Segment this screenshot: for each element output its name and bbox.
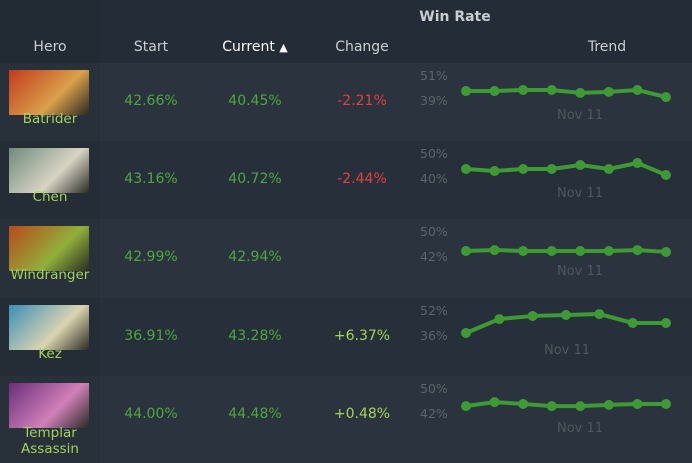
trend-point[interactable]	[461, 246, 471, 256]
trend-sparkline	[461, 397, 671, 412]
current-value: 43.28%	[228, 328, 282, 344]
trend-point[interactable]	[603, 246, 614, 256]
trend-min-label: 36%	[420, 328, 448, 343]
hero-name[interactable]: Kez	[38, 346, 62, 362]
hero-column-header[interactable]: Hero	[33, 39, 67, 55]
hero-name[interactable]: Chen	[32, 189, 68, 205]
change-value: -2.21%	[337, 93, 387, 109]
trend-sparkline	[461, 245, 671, 257]
trend-point[interactable]	[489, 86, 500, 97]
hero-portrait[interactable]	[9, 305, 89, 350]
trend-point[interactable]	[661, 246, 671, 257]
trend-point[interactable]	[461, 401, 471, 412]
current-value: 44.48%	[228, 406, 282, 422]
trend-point[interactable]	[489, 166, 500, 176]
hero-portrait[interactable]	[9, 226, 89, 271]
start-value: 36.91%	[124, 328, 178, 344]
hero-portrait[interactable]	[9, 383, 89, 428]
trend-point[interactable]	[603, 164, 614, 174]
hero-portrait[interactable]	[9, 70, 89, 115]
trend-point[interactable]	[632, 85, 643, 95]
trend-point[interactable]	[489, 245, 500, 256]
trend-date-label: Nov 11	[557, 108, 604, 123]
trend-point[interactable]	[575, 160, 586, 170]
trend-point[interactable]	[661, 170, 671, 180]
trend-point[interactable]	[661, 317, 671, 328]
trend-min-label: 40%	[420, 171, 448, 186]
trend-date-label: Nov 11	[557, 421, 604, 436]
trend-point[interactable]	[661, 92, 671, 103]
trend-point[interactable]	[518, 398, 529, 409]
trend-point[interactable]	[461, 164, 471, 174]
current-value: 42.94%	[228, 249, 282, 265]
trend-max-label: 50%	[420, 224, 448, 239]
hero-name[interactable]: Batrider	[22, 111, 78, 127]
start-value: 43.16%	[124, 171, 178, 187]
hero-name[interactable]: Templar Assassin	[21, 425, 79, 457]
start-value: 42.66%	[124, 93, 178, 109]
trend-point[interactable]	[546, 164, 557, 174]
trend-sparkline	[461, 309, 671, 338]
win-rate-group-header: Win Rate	[419, 9, 491, 25]
trend-point[interactable]	[546, 85, 557, 95]
trend-date-label: Nov 11	[557, 186, 604, 201]
change-value: +6.37%	[333, 328, 391, 344]
trend-max-label: 52%	[420, 303, 448, 318]
change-value: -2.44%	[337, 171, 387, 187]
trend-point[interactable]	[461, 327, 471, 338]
table-row[interactable]: Templar Assassin 44.00% 44.48% +0.48% 50…	[0, 376, 692, 463]
trend-date-label: Nov 11	[544, 343, 591, 358]
trend-point[interactable]	[575, 401, 586, 412]
trend-point[interactable]	[632, 398, 643, 409]
trend-point[interactable]	[546, 401, 557, 412]
table-header: Win Rate Hero Start Current ▲ Change Tre…	[0, 0, 692, 63]
trend-min-label: 42%	[420, 406, 448, 421]
trend-column-header: Trend	[587, 39, 627, 55]
trend-point[interactable]	[527, 310, 538, 321]
current-column-header[interactable]: Current ▲	[205, 39, 305, 55]
trend-point[interactable]	[518, 164, 529, 174]
current-label: Current	[222, 39, 275, 55]
start-column-header[interactable]: Start	[133, 39, 169, 55]
trend-point[interactable]	[461, 86, 471, 97]
current-value: 40.72%	[228, 171, 282, 187]
change-column-header[interactable]: Change	[335, 39, 389, 55]
table-row[interactable]: Windranger 42.99% 42.94% 50% 42% Nov 11	[0, 219, 692, 298]
trend-date-label: Nov 11	[557, 264, 604, 279]
trend-point[interactable]	[632, 245, 643, 256]
current-value: 40.45%	[228, 93, 282, 109]
trend-point[interactable]	[489, 397, 500, 408]
hero-name[interactable]: Windranger	[10, 267, 90, 283]
trend-sparkline	[461, 158, 671, 180]
trend-max-label: 51%	[420, 68, 448, 83]
trend-point[interactable]	[575, 87, 586, 98]
trend-sparkline	[461, 85, 671, 103]
trend-max-label: 50%	[420, 146, 448, 161]
trend-point[interactable]	[518, 246, 529, 256]
trend-point[interactable]	[575, 246, 586, 256]
trend-min-label: 42%	[420, 249, 448, 264]
hero-portrait[interactable]	[9, 148, 89, 193]
trend-point[interactable]	[518, 85, 529, 95]
table-row[interactable]: Kez 36.91% 43.28% +6.37% 52% 36% Nov 11	[0, 298, 692, 376]
start-value: 42.99%	[124, 249, 178, 265]
trend-point[interactable]	[546, 246, 557, 256]
trend-point[interactable]	[494, 314, 505, 325]
trend-point[interactable]	[594, 309, 605, 320]
trend-point[interactable]	[603, 399, 614, 410]
trend-min-label: 39%	[420, 93, 448, 108]
sort-ascending-icon: ▲	[279, 41, 288, 54]
trend-point[interactable]	[627, 317, 638, 328]
trend-point[interactable]	[561, 310, 571, 320]
change-value: +0.48%	[333, 406, 391, 422]
trend-point[interactable]	[603, 86, 614, 97]
table-row[interactable]: Batrider 42.66% 40.45% -2.21% 51% 39% No…	[0, 63, 692, 141]
table-row[interactable]: Chen 43.16% 40.72% -2.44% 50% 40% Nov 11	[0, 141, 692, 219]
trend-point[interactable]	[661, 398, 671, 409]
trend-point[interactable]	[632, 158, 643, 168]
start-value: 44.00%	[124, 406, 178, 422]
trend-max-label: 50%	[420, 381, 448, 396]
